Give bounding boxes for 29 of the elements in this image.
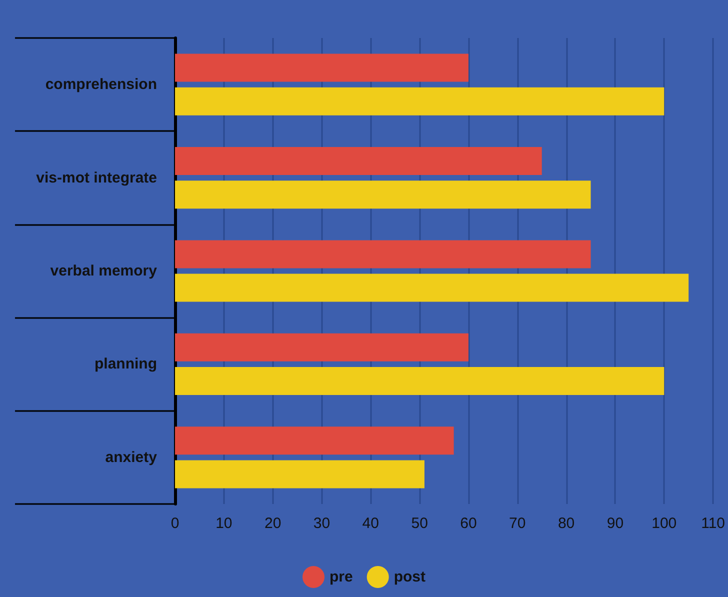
y-tick-label: planning: [94, 356, 157, 373]
x-tick-label: 0: [170, 515, 180, 532]
bar: [175, 54, 468, 82]
x-tick-label: 70: [509, 515, 526, 532]
x-tick-label: 100: [652, 515, 677, 532]
y-tick-label: verbal memory: [50, 262, 158, 280]
x-tick-label: 10: [216, 515, 232, 532]
x-tick-label: 110: [701, 515, 726, 532]
legend-label: post: [394, 568, 426, 586]
x-tick-label: 80: [558, 515, 575, 532]
x-tick-label: 30: [313, 515, 330, 532]
y-tick-label: anxiety: [105, 448, 158, 466]
bar: [175, 460, 424, 488]
y-tick-label: comprehension: [45, 76, 157, 94]
x-tick-label: 50: [411, 515, 428, 532]
legend-label: pre: [330, 568, 353, 586]
bar: [175, 180, 591, 209]
bar: [175, 274, 689, 302]
bar: [175, 147, 542, 175]
x-tick-label: 90: [606, 515, 624, 532]
bar: [175, 426, 454, 455]
bar: [175, 87, 664, 116]
x-tick-label: 20: [264, 515, 282, 532]
bar: [175, 240, 591, 268]
y-tick-label: vis-mot integrate: [36, 169, 157, 186]
bar: [175, 367, 664, 395]
x-tick-label: 60: [460, 515, 477, 532]
x-tick-label: 40: [362, 515, 379, 532]
bar: [175, 333, 468, 362]
